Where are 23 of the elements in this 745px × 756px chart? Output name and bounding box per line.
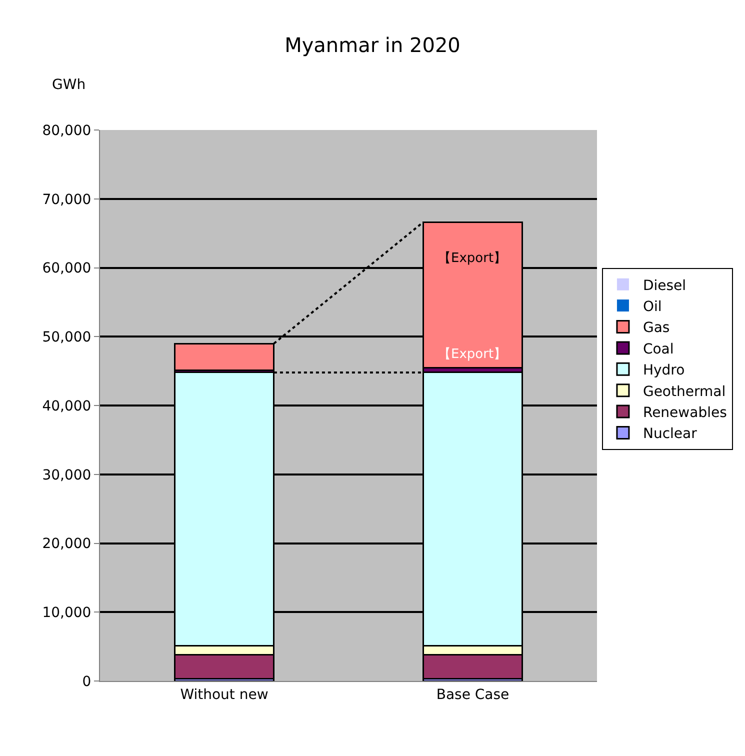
y-tick-label: 10,000 <box>42 605 92 622</box>
legend-label: Diesel <box>642 278 686 294</box>
legend-label: Nuclear <box>642 426 698 442</box>
y-tick-label: 30,000 <box>42 467 92 484</box>
y-tick-label: 50,000 <box>42 330 92 346</box>
legend-label: Geothermal <box>642 384 726 400</box>
legend-label: Hydro <box>642 362 685 379</box>
legend-label: Coal <box>642 341 674 358</box>
y-axis-title: GWh <box>52 77 86 93</box>
y-tick-label: 40,000 <box>42 398 92 414</box>
y-tick-label: 70,000 <box>42 192 92 208</box>
y-tick-label: 0 <box>82 674 92 690</box>
legend-label: Oil <box>642 299 662 316</box>
legend-label: Gas <box>642 320 670 336</box>
y-tick-label: 60,000 <box>42 260 92 277</box>
x-tick-label: Base Case <box>436 686 510 703</box>
y-tick-label: 80,000 <box>42 122 92 139</box>
annotation: 【Export】 <box>438 347 507 362</box>
chart-title: Myanmar in 2020 <box>284 32 460 57</box>
annotation: 【Export】 <box>438 251 507 266</box>
x-tick-label: Without new <box>180 686 268 703</box>
y-tick-label: 20,000 <box>42 536 92 552</box>
legend-label: Renewables <box>642 405 727 422</box>
